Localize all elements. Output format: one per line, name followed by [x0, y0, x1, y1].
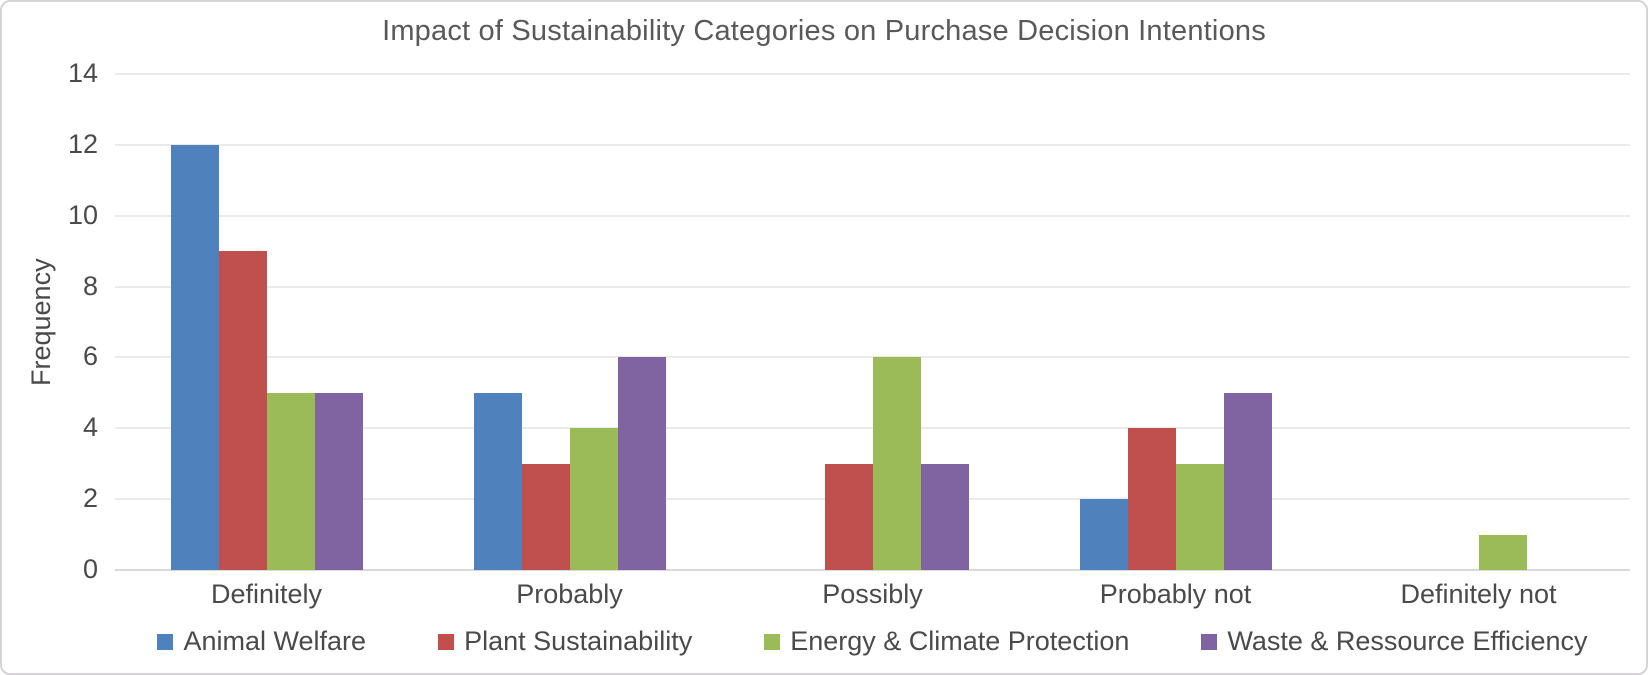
x-category-label: Definitely not: [1400, 579, 1557, 609]
y-tick-label-0: 0: [82, 554, 98, 584]
bar-group-definitely: [115, 74, 418, 570]
plot-area: [115, 73, 1630, 571]
bar-group-probably-not: [1024, 74, 1327, 570]
x-axis-labels: Definitely Probably Possibly Probably not De…: [115, 579, 1630, 610]
bar: [266, 393, 315, 570]
bar: [473, 393, 522, 570]
legend-label: Plant Sustainability: [464, 626, 693, 656]
legend-color-marker: [438, 633, 455, 650]
legend-color-marker: [764, 633, 781, 650]
bar-groups: [115, 74, 1630, 570]
y-tick-label-2: 2: [82, 483, 98, 513]
legend-item: Energy & Climate Protection: [764, 626, 1129, 657]
gridline-y10: [115, 215, 1630, 217]
x-category-label: Definitely: [210, 579, 323, 609]
gridline-y14: [115, 73, 1630, 75]
bar: [1478, 535, 1527, 570]
bar: [569, 428, 618, 570]
legend-label: Animal Welfare: [183, 626, 367, 656]
bar: [1079, 499, 1128, 570]
bar: [521, 464, 570, 570]
legend: Animal Welfare Plant Sustainability Energy…: [115, 626, 1630, 657]
legend-item: Animal Welfare: [157, 626, 366, 657]
gridline-y0: [115, 569, 1630, 571]
y-tick-label-14: 14: [67, 58, 98, 88]
bar: [872, 357, 921, 570]
legend-item: Waste & Ressource Efficiency: [1201, 626, 1588, 657]
gridline-y12: [115, 144, 1630, 146]
bar-group-definitely-not: [1327, 74, 1630, 570]
bar: [824, 464, 873, 570]
bar: [617, 357, 666, 570]
bar: [1223, 393, 1272, 570]
bar: [1127, 428, 1176, 570]
bar: [920, 464, 969, 570]
bar: [1175, 464, 1224, 570]
legend-color-marker: [1201, 633, 1218, 650]
x-category-label: Probably: [516, 579, 623, 609]
chart-title: Impact of Sustainability Categories on P…: [382, 15, 1266, 47]
legend-color-marker: [157, 633, 174, 650]
bar: [170, 145, 219, 570]
legend-label: Energy & Climate Protection: [790, 626, 1130, 656]
y-tick-label-6: 6: [82, 341, 98, 371]
bar-group-possibly: [721, 74, 1024, 570]
y-tick-label-10: 10: [67, 200, 98, 230]
y-tick-label-8: 8: [82, 271, 98, 301]
x-category-label: Possibly: [822, 579, 923, 609]
y-tick-label-4: 4: [82, 412, 98, 442]
bar: [314, 393, 363, 570]
x-category-label: Probably not: [1099, 579, 1252, 609]
legend-label: Waste & Ressource Efficiency: [1227, 626, 1588, 656]
y-tick-label-12: 12: [67, 129, 98, 159]
bar: [218, 251, 267, 570]
bar-group-probably: [418, 74, 721, 570]
legend-item: Plant Sustainability: [438, 626, 692, 657]
gridline-y8: [115, 286, 1630, 288]
